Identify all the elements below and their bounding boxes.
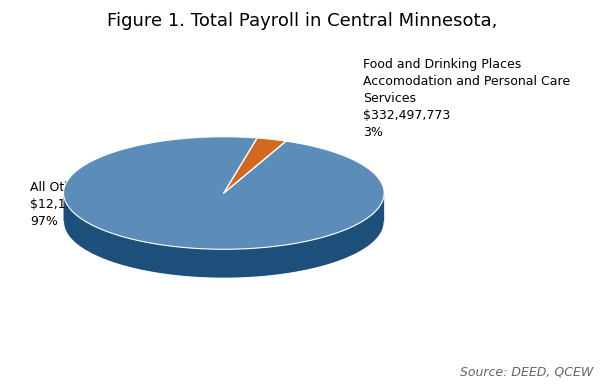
Polygon shape xyxy=(224,138,286,193)
Text: Figure 1. Total Payroll in Central Minnesota,: Figure 1. Total Payroll in Central Minne… xyxy=(107,12,498,30)
Text: Food and Drinking Places
Accomodation and Personal Care
Services
$332,497,773
3%: Food and Drinking Places Accomodation an… xyxy=(363,58,570,139)
Text: All Other Industries Combined
$12,135,541,759
97%: All Other Industries Combined $12,135,54… xyxy=(30,181,218,228)
Text: Source: DEED, QCEW: Source: DEED, QCEW xyxy=(460,365,593,378)
Polygon shape xyxy=(64,193,384,278)
Polygon shape xyxy=(64,137,384,249)
